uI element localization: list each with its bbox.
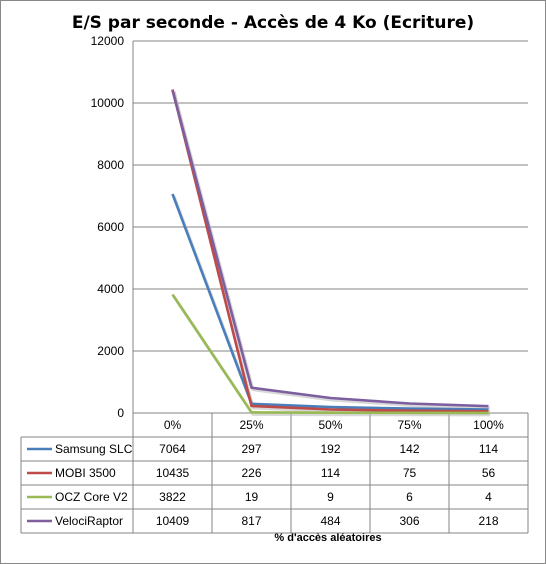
data-label: 3822 [159, 490, 186, 504]
y-tick-label: 0 [117, 406, 124, 420]
data-label: 297 [241, 442, 261, 456]
data-label: 19 [245, 490, 259, 504]
x-tick-label: 75% [397, 418, 421, 432]
x-tick-label: 50% [318, 418, 342, 432]
data-label: 75 [403, 466, 417, 480]
data-label: 10435 [156, 466, 190, 480]
series-line [171, 193, 489, 411]
x-tick-label: 25% [239, 418, 263, 432]
y-tick-label: 6000 [97, 220, 124, 234]
chart-title: E/S par seconde - Accès de 4 Ko (Ecritur… [72, 13, 474, 33]
legend-label: OCZ Core V2 [55, 490, 128, 504]
y-tick-label: 10000 [91, 96, 125, 110]
legend-label: VelociRaptor [55, 514, 123, 528]
y-tick-label: 4000 [97, 282, 124, 296]
y-tick-label: 2000 [97, 344, 124, 358]
series-line [171, 89, 489, 413]
x-tick-label: 100% [473, 418, 504, 432]
data-label: 114 [479, 442, 498, 456]
data-label: 218 [478, 514, 498, 528]
y-tick-label: 8000 [97, 158, 124, 172]
series-line [171, 293, 489, 415]
data-label: 484 [320, 514, 340, 528]
data-label: 114 [321, 466, 340, 480]
data-label: 226 [241, 466, 261, 480]
legend-label: MOBI 3500 [55, 466, 116, 480]
data-label: 142 [399, 442, 419, 456]
data-label: 56 [482, 466, 496, 480]
data-label: 10409 [156, 514, 190, 528]
data-label: 7064 [159, 442, 186, 456]
data-label: 4 [485, 490, 492, 504]
legend-label: Samsung SLC [55, 442, 133, 456]
series-line [171, 89, 489, 408]
data-label: 6 [406, 490, 413, 504]
data-label: 817 [241, 514, 261, 528]
data-label: 192 [320, 442, 340, 456]
data-label: 9 [327, 490, 334, 504]
x-axis-title: % d'accès aléatoires [274, 532, 381, 544]
data-label: 306 [399, 514, 419, 528]
y-tick-label: 12000 [91, 34, 125, 48]
x-tick-label: 0% [164, 418, 182, 432]
